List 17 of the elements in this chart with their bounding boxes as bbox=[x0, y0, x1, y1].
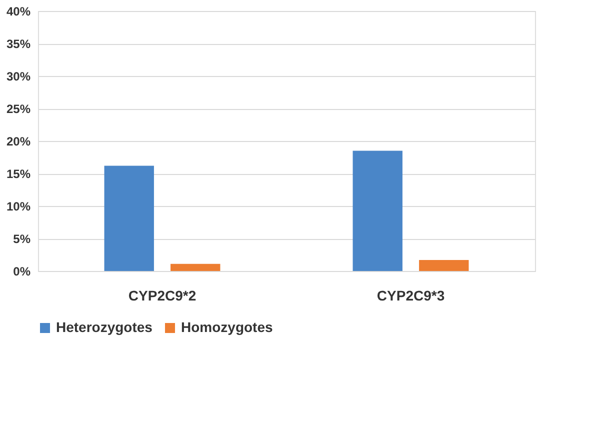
x-tick-label: CYP2C9*3 bbox=[376, 288, 445, 304]
y-tick-label: 35% bbox=[6, 37, 31, 51]
y-tick-label: 5% bbox=[13, 232, 31, 246]
y-tick-label: 15% bbox=[6, 167, 31, 181]
x-tick-label: CYP2C9*2 bbox=[128, 288, 196, 304]
y-tick-label: 10% bbox=[6, 200, 31, 214]
y-tick-label: 20% bbox=[6, 134, 31, 148]
bar bbox=[352, 150, 402, 271]
legend-label: Heterozygotes bbox=[56, 319, 153, 335]
bar bbox=[104, 166, 154, 271]
y-tick-label: 0% bbox=[13, 264, 31, 278]
bar bbox=[170, 264, 220, 271]
y-tick-label: 30% bbox=[6, 70, 31, 84]
legend-label: Homozygotes bbox=[181, 319, 273, 335]
y-tick-label: 25% bbox=[6, 102, 31, 116]
bar bbox=[419, 260, 469, 271]
y-tick-label: 40% bbox=[6, 4, 31, 18]
